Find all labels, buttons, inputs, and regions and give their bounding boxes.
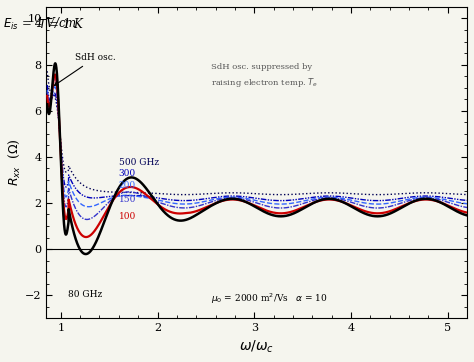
Text: 80 GHz: 80 GHz — [68, 290, 102, 299]
Text: SdH osc.: SdH osc. — [55, 53, 116, 85]
Text: SdH osc. suppressed by: SdH osc. suppressed by — [211, 63, 312, 71]
X-axis label: $\omega/\omega_c$: $\omega/\omega_c$ — [239, 339, 274, 355]
Text: raising electron temp. $T_e$: raising electron temp. $T_e$ — [211, 76, 318, 89]
Text: $\mu_0$ = 2000 m$^2$/Vs   $\alpha$ = 10: $\mu_0$ = 2000 m$^2$/Vs $\alpha$ = 10 — [211, 292, 328, 306]
Text: 100: 100 — [119, 212, 136, 221]
Text: 500 GHz: 500 GHz — [119, 158, 159, 167]
Text: 200: 200 — [119, 181, 136, 190]
Text: 300: 300 — [119, 169, 136, 178]
Text: 150: 150 — [119, 195, 136, 204]
Text: $T$ = 1 K: $T$ = 1 K — [37, 17, 85, 31]
Text: $E_{is}$ = 4 V/cm: $E_{is}$ = 4 V/cm — [3, 16, 77, 32]
Y-axis label: $R_{xx}$  ($\Omega$): $R_{xx}$ ($\Omega$) — [7, 139, 22, 186]
